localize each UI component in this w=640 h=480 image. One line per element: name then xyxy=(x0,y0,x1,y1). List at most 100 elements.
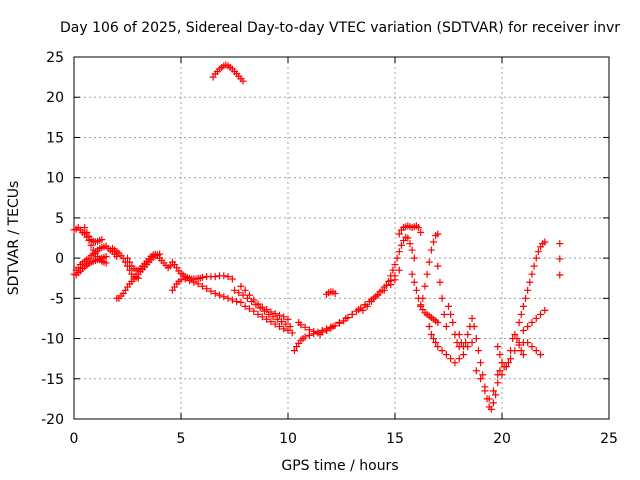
data-point xyxy=(224,273,232,281)
data-point xyxy=(442,322,450,330)
data-point xyxy=(481,387,489,395)
data-point xyxy=(556,240,564,248)
data-point xyxy=(126,266,134,274)
data-point xyxy=(284,315,292,323)
data-point xyxy=(519,327,527,335)
data-point xyxy=(376,288,384,296)
data-point xyxy=(389,266,397,274)
data-point xyxy=(263,315,271,323)
data-point xyxy=(537,310,545,318)
data-point xyxy=(432,339,440,347)
data-point xyxy=(280,313,288,321)
y-tick-label: 20 xyxy=(46,90,64,106)
data-point xyxy=(203,285,211,293)
data-point xyxy=(186,277,194,285)
data-point xyxy=(406,240,414,248)
y-tick-label: -10 xyxy=(41,332,64,348)
data-point xyxy=(455,331,463,339)
data-point xyxy=(284,327,292,335)
x-tick-label: 20 xyxy=(493,431,511,447)
data-point xyxy=(434,318,442,326)
data-point xyxy=(263,306,271,314)
data-point xyxy=(507,355,515,363)
data-point xyxy=(207,287,215,295)
data-point xyxy=(342,314,350,322)
data-point xyxy=(417,228,425,236)
data-point xyxy=(310,327,318,335)
data-point xyxy=(233,298,241,306)
y-tick-label: 25 xyxy=(46,50,64,66)
data-point xyxy=(477,375,485,383)
data-point xyxy=(198,282,206,290)
chart-title: Day 106 of 2025, Sidereal Day-to-day VTE… xyxy=(60,20,620,36)
data-point xyxy=(421,282,429,290)
data-point xyxy=(331,290,339,298)
x-tick-label: 10 xyxy=(279,431,297,447)
data-point xyxy=(517,347,525,355)
data-point xyxy=(367,298,375,306)
data-point xyxy=(102,259,110,267)
data-point xyxy=(440,310,448,318)
data-point xyxy=(511,331,519,339)
data-point xyxy=(459,351,467,359)
data-point xyxy=(166,262,174,270)
data-point xyxy=(228,275,236,283)
data-point xyxy=(515,318,523,326)
data-point xyxy=(524,322,532,330)
data-point xyxy=(301,323,309,331)
data-point xyxy=(522,294,530,302)
data-point xyxy=(241,302,249,310)
data-point xyxy=(485,395,493,403)
data-point xyxy=(415,224,423,232)
data-point xyxy=(237,298,245,306)
data-point xyxy=(408,270,416,278)
data-point xyxy=(541,306,549,314)
data-point xyxy=(459,343,467,351)
data-point xyxy=(479,371,487,379)
data-point xyxy=(211,273,219,281)
data-point xyxy=(359,306,367,314)
data-point xyxy=(228,296,236,304)
data-point xyxy=(254,310,262,318)
data-point xyxy=(239,77,247,85)
data-point xyxy=(487,405,495,413)
data-point xyxy=(177,276,185,284)
data-point xyxy=(278,318,286,326)
data-point xyxy=(395,230,403,238)
data-point xyxy=(348,310,356,318)
y-tick-label: 0 xyxy=(55,251,64,267)
data-point xyxy=(519,351,527,359)
grid-lines xyxy=(74,57,609,419)
data-point xyxy=(434,343,442,351)
data-point xyxy=(380,283,388,291)
data-point xyxy=(534,248,542,256)
axis-ticks xyxy=(73,56,610,420)
data-point xyxy=(537,351,545,359)
data-point xyxy=(427,246,435,254)
data-point xyxy=(442,351,450,359)
data-point xyxy=(235,289,243,297)
data-point xyxy=(237,282,245,290)
data-point xyxy=(271,310,279,318)
data-point xyxy=(102,253,110,261)
data-point xyxy=(239,291,247,299)
data-point xyxy=(515,341,523,349)
data-point xyxy=(528,318,536,326)
data-point xyxy=(250,307,258,315)
data-point xyxy=(126,258,134,266)
data-point xyxy=(519,302,527,310)
data-point xyxy=(419,294,427,302)
data-point xyxy=(445,302,452,310)
data-point xyxy=(430,335,438,343)
data-point xyxy=(528,343,536,351)
data-point xyxy=(254,300,262,308)
data-point xyxy=(267,308,275,316)
data-point xyxy=(434,262,442,270)
data-point xyxy=(194,280,202,288)
data-point xyxy=(436,278,444,286)
data-point xyxy=(245,305,253,313)
data-point xyxy=(282,320,290,328)
data-point xyxy=(541,238,549,246)
data-point xyxy=(385,277,393,285)
data-point xyxy=(250,296,258,304)
